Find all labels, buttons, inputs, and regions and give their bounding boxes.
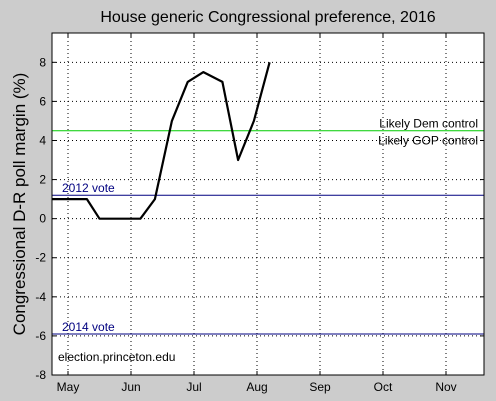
grid bbox=[52, 33, 484, 375]
series-line bbox=[52, 62, 271, 220]
y-axis-label: Congressional D-R poll margin (%) bbox=[10, 73, 29, 336]
y-tick-label: -6 bbox=[35, 329, 46, 343]
y-tick-label: 0 bbox=[39, 212, 46, 226]
chart-title: House generic Congressional preference, … bbox=[100, 9, 435, 26]
x-tick-label: Aug bbox=[246, 380, 267, 394]
y-tick-label: 2 bbox=[39, 173, 46, 187]
y-tick-label: 6 bbox=[39, 94, 46, 108]
y-tick-label: 8 bbox=[39, 55, 46, 69]
reference-line-label-below: Likely GOP control bbox=[378, 134, 478, 148]
x-tick-label: May bbox=[57, 380, 80, 394]
reference-line-label-above: Likely Dem control bbox=[379, 117, 478, 131]
series bbox=[52, 62, 271, 220]
plot-frame bbox=[51, 32, 485, 376]
y-tick-label: -4 bbox=[35, 290, 46, 304]
y-tick-label: -8 bbox=[35, 368, 46, 382]
reference-line-label: 2014 vote bbox=[62, 320, 115, 334]
x-tick-label: Jun bbox=[121, 380, 140, 394]
reference-lines: Likely Dem control Likely GOP control 2012… bbox=[52, 117, 484, 335]
source-annotation: election.princeton.edu bbox=[58, 350, 175, 364]
plot-area bbox=[52, 33, 484, 375]
y-tick-label: 4 bbox=[39, 133, 46, 147]
x-tick-label: Jul bbox=[186, 380, 201, 394]
x-tick-label: Oct bbox=[374, 380, 393, 394]
x-tick-label: Sep bbox=[309, 380, 331, 394]
y-tick-label: -2 bbox=[35, 251, 46, 265]
reference-line-label: 2012 vote bbox=[62, 181, 115, 195]
x-tick-label: Nov bbox=[435, 380, 456, 394]
ticks: -8 -6 -4 -2 0 2 4 6 8 May Jun Jul Aug Sep Oct Nov bbox=[35, 33, 484, 394]
